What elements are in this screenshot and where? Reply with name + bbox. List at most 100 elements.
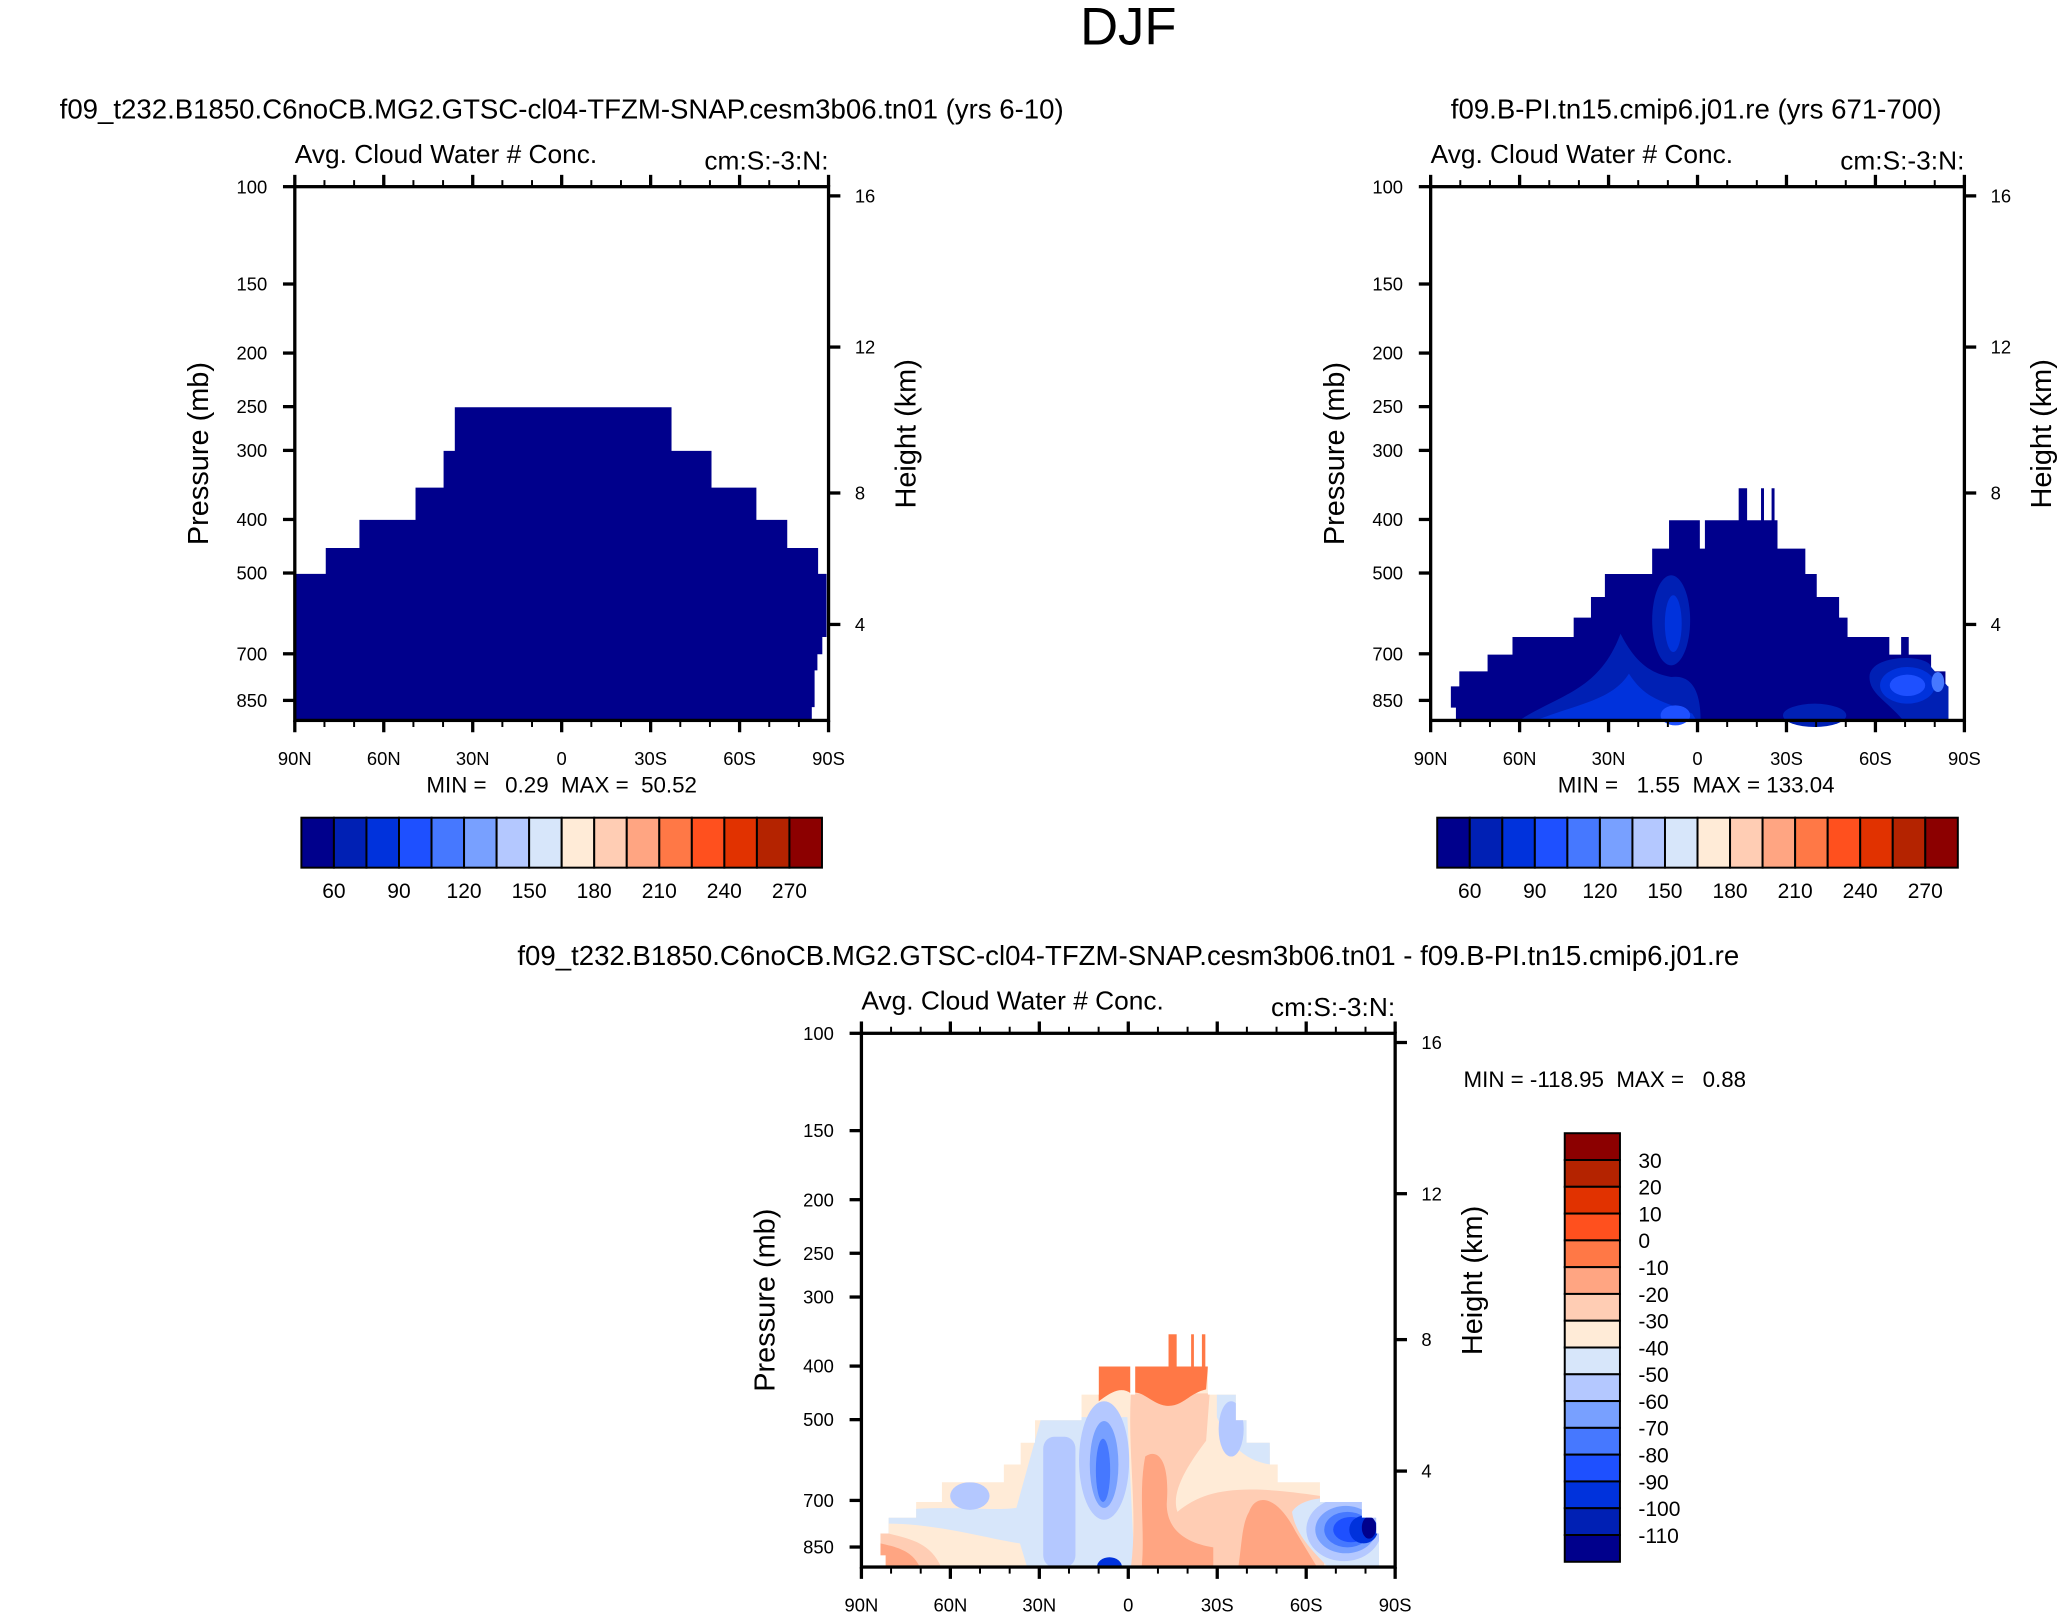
contour-band xyxy=(1043,1436,1076,1568)
colorbar-box xyxy=(1563,1400,1621,1429)
colorbar-label: 180 xyxy=(1713,880,1748,903)
contour-band xyxy=(1238,1499,1318,1568)
colorbar-box xyxy=(1563,1132,1621,1161)
axes-layer: f09_t232.B1850.C6noCB.MG2.GTSC-cl04-TFZM… xyxy=(60,93,2058,1615)
colorbar-label: -10 xyxy=(1638,1257,1668,1280)
contour-band xyxy=(1168,1334,1177,1374)
lat-tick-label: 60N xyxy=(367,748,401,769)
colorbar-box xyxy=(1563,1534,1621,1563)
colorbar-label: 30 xyxy=(1638,1150,1661,1173)
colorbar-box xyxy=(1563,1373,1621,1403)
lat-tick-label: 30N xyxy=(456,748,490,769)
lat-tick-label: 90N xyxy=(1414,748,1448,769)
height-tick-label: 12 xyxy=(855,337,875,358)
y2-axis-title: Height (km) xyxy=(2026,359,2058,508)
panel-left-string: Avg. Cloud Water # Conc. xyxy=(1431,139,1733,169)
pressure-tick-label: 150 xyxy=(803,1120,834,1141)
colorbar-box xyxy=(1563,1426,1621,1456)
lat-tick-label: 0 xyxy=(1692,748,1702,769)
contour-band xyxy=(1361,1516,1377,1539)
pressure-tick-label: 500 xyxy=(803,1409,834,1430)
contour-band xyxy=(1096,1557,1122,1568)
pressure-tick-label: 250 xyxy=(1372,396,1403,417)
colorbar-box xyxy=(1501,816,1536,869)
colorbar-label: -100 xyxy=(1638,1498,1680,1521)
colorbar-box xyxy=(723,816,758,869)
pressure-tick-label: 700 xyxy=(237,643,268,664)
pressure-tick-label: 250 xyxy=(237,396,268,417)
colorbar-label: 150 xyxy=(1647,880,1682,903)
colorbar-label: -60 xyxy=(1638,1391,1668,1414)
cloud-region xyxy=(294,407,827,721)
y2-axis-title: Height (km) xyxy=(890,359,922,508)
height-tick-label: 16 xyxy=(1991,185,2011,206)
colorbar-box xyxy=(1563,1453,1621,1483)
colorbar-box xyxy=(1563,1266,1621,1295)
y-axis-title: Pressure (mb) xyxy=(750,1209,782,1392)
colorbar-box xyxy=(1891,816,1927,869)
colorbar-label: 240 xyxy=(1843,880,1878,903)
colorbar-box xyxy=(1563,1239,1621,1269)
lat-tick-label: 30N xyxy=(1592,748,1626,769)
lat-tick-label: 30S xyxy=(1770,748,1803,769)
colorbar-label: 150 xyxy=(512,880,547,903)
height-tick-label: 4 xyxy=(855,614,865,635)
colorbar-box xyxy=(1468,816,1504,869)
pressure-tick-label: 850 xyxy=(803,1537,834,1558)
height-tick-label: 8 xyxy=(1991,483,2001,504)
colorbar-box xyxy=(560,816,596,869)
colorbar-label: 60 xyxy=(1458,880,1481,903)
contour-band xyxy=(1889,674,1926,697)
colorbar-box xyxy=(332,816,368,869)
colorbar-label: -40 xyxy=(1638,1337,1668,1360)
colorbar-box xyxy=(1826,816,1862,869)
pressure-tick-label: 250 xyxy=(803,1243,834,1264)
pressure-tick-label: 100 xyxy=(237,176,268,197)
colorbar-box xyxy=(788,816,823,869)
lat-tick-label: 90S xyxy=(1948,748,1981,769)
height-tick-label: 16 xyxy=(1421,1032,1441,1053)
lat-tick-label: 60N xyxy=(1503,748,1537,769)
contour-band xyxy=(1191,1334,1194,1374)
lat-tick-label: 30S xyxy=(1201,1595,1234,1616)
colorbar-label: 270 xyxy=(772,880,807,903)
panel-title: f09_t232.B1850.C6noCB.MG2.GTSC-cl04-TFZM… xyxy=(60,93,1064,124)
colorbar-label: 20 xyxy=(1638,1177,1661,1200)
colorbar-label: 10 xyxy=(1638,1203,1661,1226)
contour-band xyxy=(950,1482,990,1510)
colorbar-label: -110 xyxy=(1638,1525,1679,1548)
lat-tick-label: 30S xyxy=(634,748,667,769)
colorbar-box xyxy=(658,816,693,869)
pressure-tick-label: 400 xyxy=(1372,509,1403,530)
colorbar-box xyxy=(1663,816,1699,869)
pressure-tick-label: 200 xyxy=(803,1189,834,1210)
panel-left-string: Avg. Cloud Water # Conc. xyxy=(861,986,1163,1016)
lat-tick-label: 60S xyxy=(723,748,756,769)
pressure-tick-label: 500 xyxy=(1372,563,1403,584)
lat-tick-label: 0 xyxy=(557,748,567,769)
pressure-tick-label: 700 xyxy=(803,1490,834,1511)
colorbar-box xyxy=(430,816,466,869)
colorbar-label: 120 xyxy=(447,880,482,903)
panel-right-string: cm:S:-3:N: xyxy=(1271,992,1395,1022)
min-max-stats: MIN = 0.29 MAX = 50.52 xyxy=(426,773,697,798)
pressure-tick-label: 300 xyxy=(237,440,268,461)
colorbar-box xyxy=(690,816,726,869)
colorbar-label: -50 xyxy=(1638,1364,1668,1387)
pressure-tick-label: 400 xyxy=(237,509,268,530)
height-tick-label: 8 xyxy=(1421,1329,1431,1350)
colorbar-box xyxy=(1563,1212,1621,1242)
panel-right-string: cm:S:-3:N: xyxy=(704,146,828,176)
lat-tick-label: 0 xyxy=(1123,1595,1133,1616)
contour-band xyxy=(880,1543,920,1568)
colorbar-label: 120 xyxy=(1582,880,1617,903)
colorbar-label: -70 xyxy=(1638,1418,1668,1441)
height-tick-label: 8 xyxy=(855,483,865,504)
colorbar-label: -30 xyxy=(1638,1311,1668,1334)
colorbar-box xyxy=(1563,1185,1621,1215)
colorbar-box xyxy=(755,816,791,869)
colorbar-label: 90 xyxy=(387,880,410,903)
pressure-tick-label: 150 xyxy=(1372,274,1403,295)
pressure-tick-label: 500 xyxy=(237,563,268,584)
contour-band xyxy=(1782,703,1847,728)
